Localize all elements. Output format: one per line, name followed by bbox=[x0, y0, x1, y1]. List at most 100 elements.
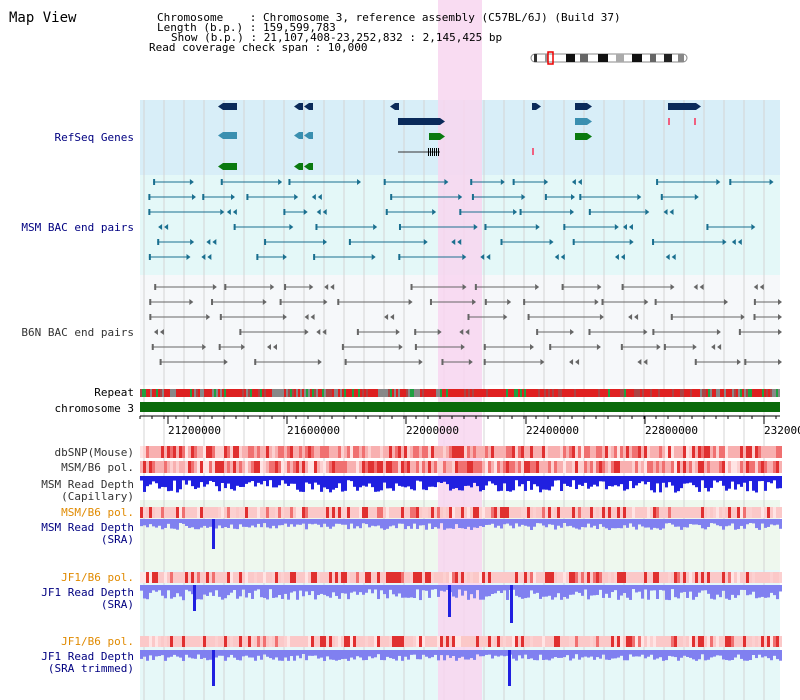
polymorphism-cell bbox=[326, 636, 329, 647]
polymorphism-cell bbox=[779, 461, 782, 473]
track-label-jf1-depth-trimmed[interactable]: JF1 Read Depth bbox=[41, 650, 134, 663]
read-depth-bar bbox=[752, 519, 755, 524]
polymorphism-cell bbox=[347, 461, 350, 473]
polymorphism-cell bbox=[305, 636, 308, 647]
polymorphism-cell bbox=[773, 572, 776, 583]
polymorphism-cell bbox=[212, 507, 215, 518]
repeat-element bbox=[680, 389, 682, 397]
polymorphism-cell bbox=[689, 461, 692, 473]
polymorphism-cell bbox=[278, 636, 281, 647]
polymorphism-cell bbox=[416, 461, 419, 473]
read-depth-bar bbox=[560, 519, 563, 528]
read-depth-bar bbox=[506, 519, 509, 524]
track-label-jf1-pol-2[interactable]: JF1/B6 pol. bbox=[61, 635, 134, 648]
read-depth-bar bbox=[494, 585, 497, 594]
track-label-refseq[interactable]: RefSeq Genes bbox=[54, 131, 134, 144]
track-label-jf1-pol[interactable]: JF1/B6 pol. bbox=[61, 571, 134, 584]
polymorphism-cell bbox=[509, 446, 512, 458]
bac-end bbox=[716, 329, 721, 335]
bac-end bbox=[264, 239, 267, 245]
repeat-element bbox=[776, 389, 778, 397]
track-label-b6n-bac[interactable]: B6N BAC end pairs bbox=[21, 326, 134, 339]
polymorphism-cell bbox=[482, 636, 485, 647]
read-depth-bar bbox=[269, 519, 272, 529]
track-label-jf1-depth-sra[interactable]: JF1 Read Depth bbox=[41, 586, 134, 599]
polymorphism-cell bbox=[449, 636, 452, 647]
polymorphism-cell bbox=[479, 507, 482, 518]
polymorphism-cell bbox=[593, 446, 596, 458]
polymorphism-cell bbox=[257, 507, 260, 518]
bac-end bbox=[620, 254, 625, 260]
bac-end bbox=[311, 194, 316, 200]
repeat-element bbox=[238, 389, 240, 397]
repeat-element bbox=[368, 389, 370, 397]
read-depth-bar bbox=[626, 476, 629, 490]
track-label-msm-depth-cap[interactable]: MSM Read Depth bbox=[41, 478, 134, 491]
read-depth-bar bbox=[194, 650, 197, 659]
read-depth-bar bbox=[575, 650, 578, 655]
polymorphism-cell bbox=[236, 636, 239, 647]
read-depth-bar bbox=[206, 476, 209, 485]
track-label-msm-pol[interactable]: MSM/B6 pol. bbox=[61, 461, 134, 474]
read-depth-bar bbox=[425, 650, 428, 657]
polymorphism-cell bbox=[458, 461, 461, 473]
polymorphism-cell bbox=[671, 572, 674, 583]
polymorphism-cell bbox=[557, 572, 560, 583]
track-label-msm-depth-sra[interactable]: MSM Read Depth bbox=[41, 521, 134, 534]
polymorphism-cell bbox=[164, 461, 167, 473]
read-depth-bar bbox=[776, 650, 779, 660]
track-label-dbsnp[interactable]: dbSNP(Mouse) bbox=[54, 446, 134, 459]
polymorphism-cell bbox=[656, 572, 659, 583]
polymorphism-cell bbox=[674, 572, 677, 583]
track-label-chromosome[interactable]: chromosome 3 bbox=[54, 402, 134, 415]
track-label-repeat[interactable]: Repeat bbox=[94, 386, 134, 399]
polymorphism-cell bbox=[200, 446, 203, 458]
read-depth-bar bbox=[503, 519, 506, 525]
polymorphism-cell bbox=[623, 572, 626, 583]
polymorphism-cell bbox=[284, 507, 287, 518]
read-depth-bar bbox=[737, 650, 740, 655]
track-label-msm-pol-2[interactable]: MSM/B6 pol. bbox=[61, 506, 134, 519]
bac-end bbox=[330, 284, 335, 290]
read-depth-bar bbox=[341, 476, 344, 492]
polymorphism-cell bbox=[314, 636, 317, 647]
polymorphism-cell bbox=[473, 446, 476, 458]
polymorphism-cell bbox=[539, 636, 542, 647]
polymorphism-cell bbox=[680, 572, 683, 583]
polymorphism-cell bbox=[173, 461, 176, 473]
read-depth-bar bbox=[620, 519, 623, 529]
read-depth-bar bbox=[701, 650, 704, 655]
polymorphism-cell bbox=[506, 446, 509, 458]
bac-end bbox=[467, 314, 470, 320]
polymorphism-cell bbox=[644, 461, 647, 473]
read-depth-bar bbox=[266, 519, 269, 528]
bac-end bbox=[628, 314, 633, 320]
repeat-element bbox=[656, 389, 658, 397]
polymorphism-cell bbox=[440, 446, 443, 458]
bac-end bbox=[722, 239, 727, 245]
axis-tick-label: 22400000 bbox=[526, 424, 579, 437]
polymorphism-cell bbox=[740, 572, 743, 583]
read-depth-bar bbox=[725, 585, 728, 599]
polymorphism-cell bbox=[584, 636, 587, 647]
polymorphism-cell bbox=[452, 636, 455, 647]
polymorphism-cell bbox=[632, 446, 635, 458]
polymorphism-cell bbox=[329, 461, 332, 473]
repeat-element bbox=[672, 389, 674, 397]
polymorphism-cell bbox=[617, 461, 620, 473]
read-depth-bar bbox=[344, 650, 347, 659]
polymorphism-cell bbox=[302, 507, 305, 518]
bac-end bbox=[398, 224, 401, 230]
read-depth-bar bbox=[716, 476, 719, 483]
polymorphism-cell bbox=[680, 507, 683, 518]
polymorphism-cell bbox=[263, 461, 266, 473]
polymorphism-cell bbox=[305, 572, 308, 583]
polymorphism-cell bbox=[512, 572, 515, 583]
read-depth-bar bbox=[410, 650, 413, 655]
repeat-element bbox=[472, 389, 474, 397]
polymorphism-cell bbox=[434, 461, 437, 473]
polymorphism-cell bbox=[323, 572, 326, 583]
read-depth-bar bbox=[308, 585, 311, 596]
track-label-msm-bac[interactable]: MSM BAC end pairs bbox=[21, 221, 134, 234]
